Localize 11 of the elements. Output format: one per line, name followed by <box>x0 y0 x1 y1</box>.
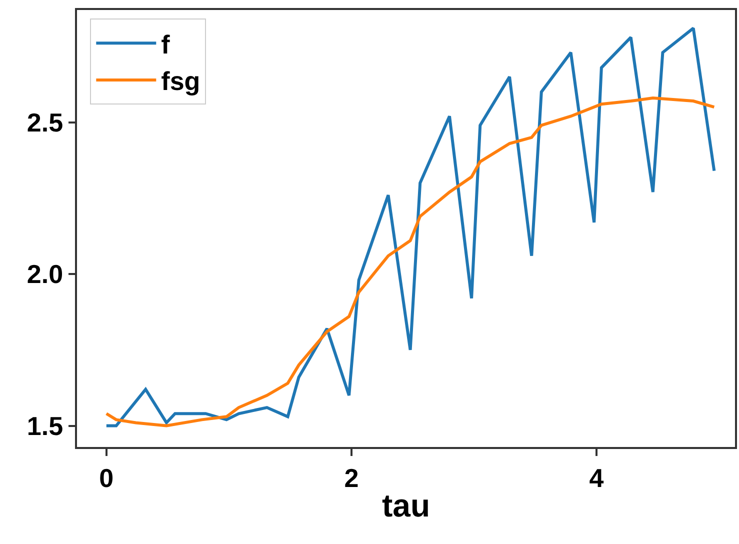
x-axis-title: tau <box>382 487 430 524</box>
y-tick-label: 2.0 <box>26 259 64 290</box>
legend-label: fsg <box>161 66 200 96</box>
line-series <box>104 26 716 428</box>
x-tick-label: 2 <box>344 462 359 493</box>
x-tick-label: 4 <box>589 462 604 493</box>
y-tick-label: 2.5 <box>26 107 64 138</box>
y-tick-label: 1.5 <box>26 410 64 441</box>
legend-label: f <box>161 29 170 60</box>
x-tick-label: 0 <box>99 462 114 493</box>
line-series <box>104 96 716 428</box>
